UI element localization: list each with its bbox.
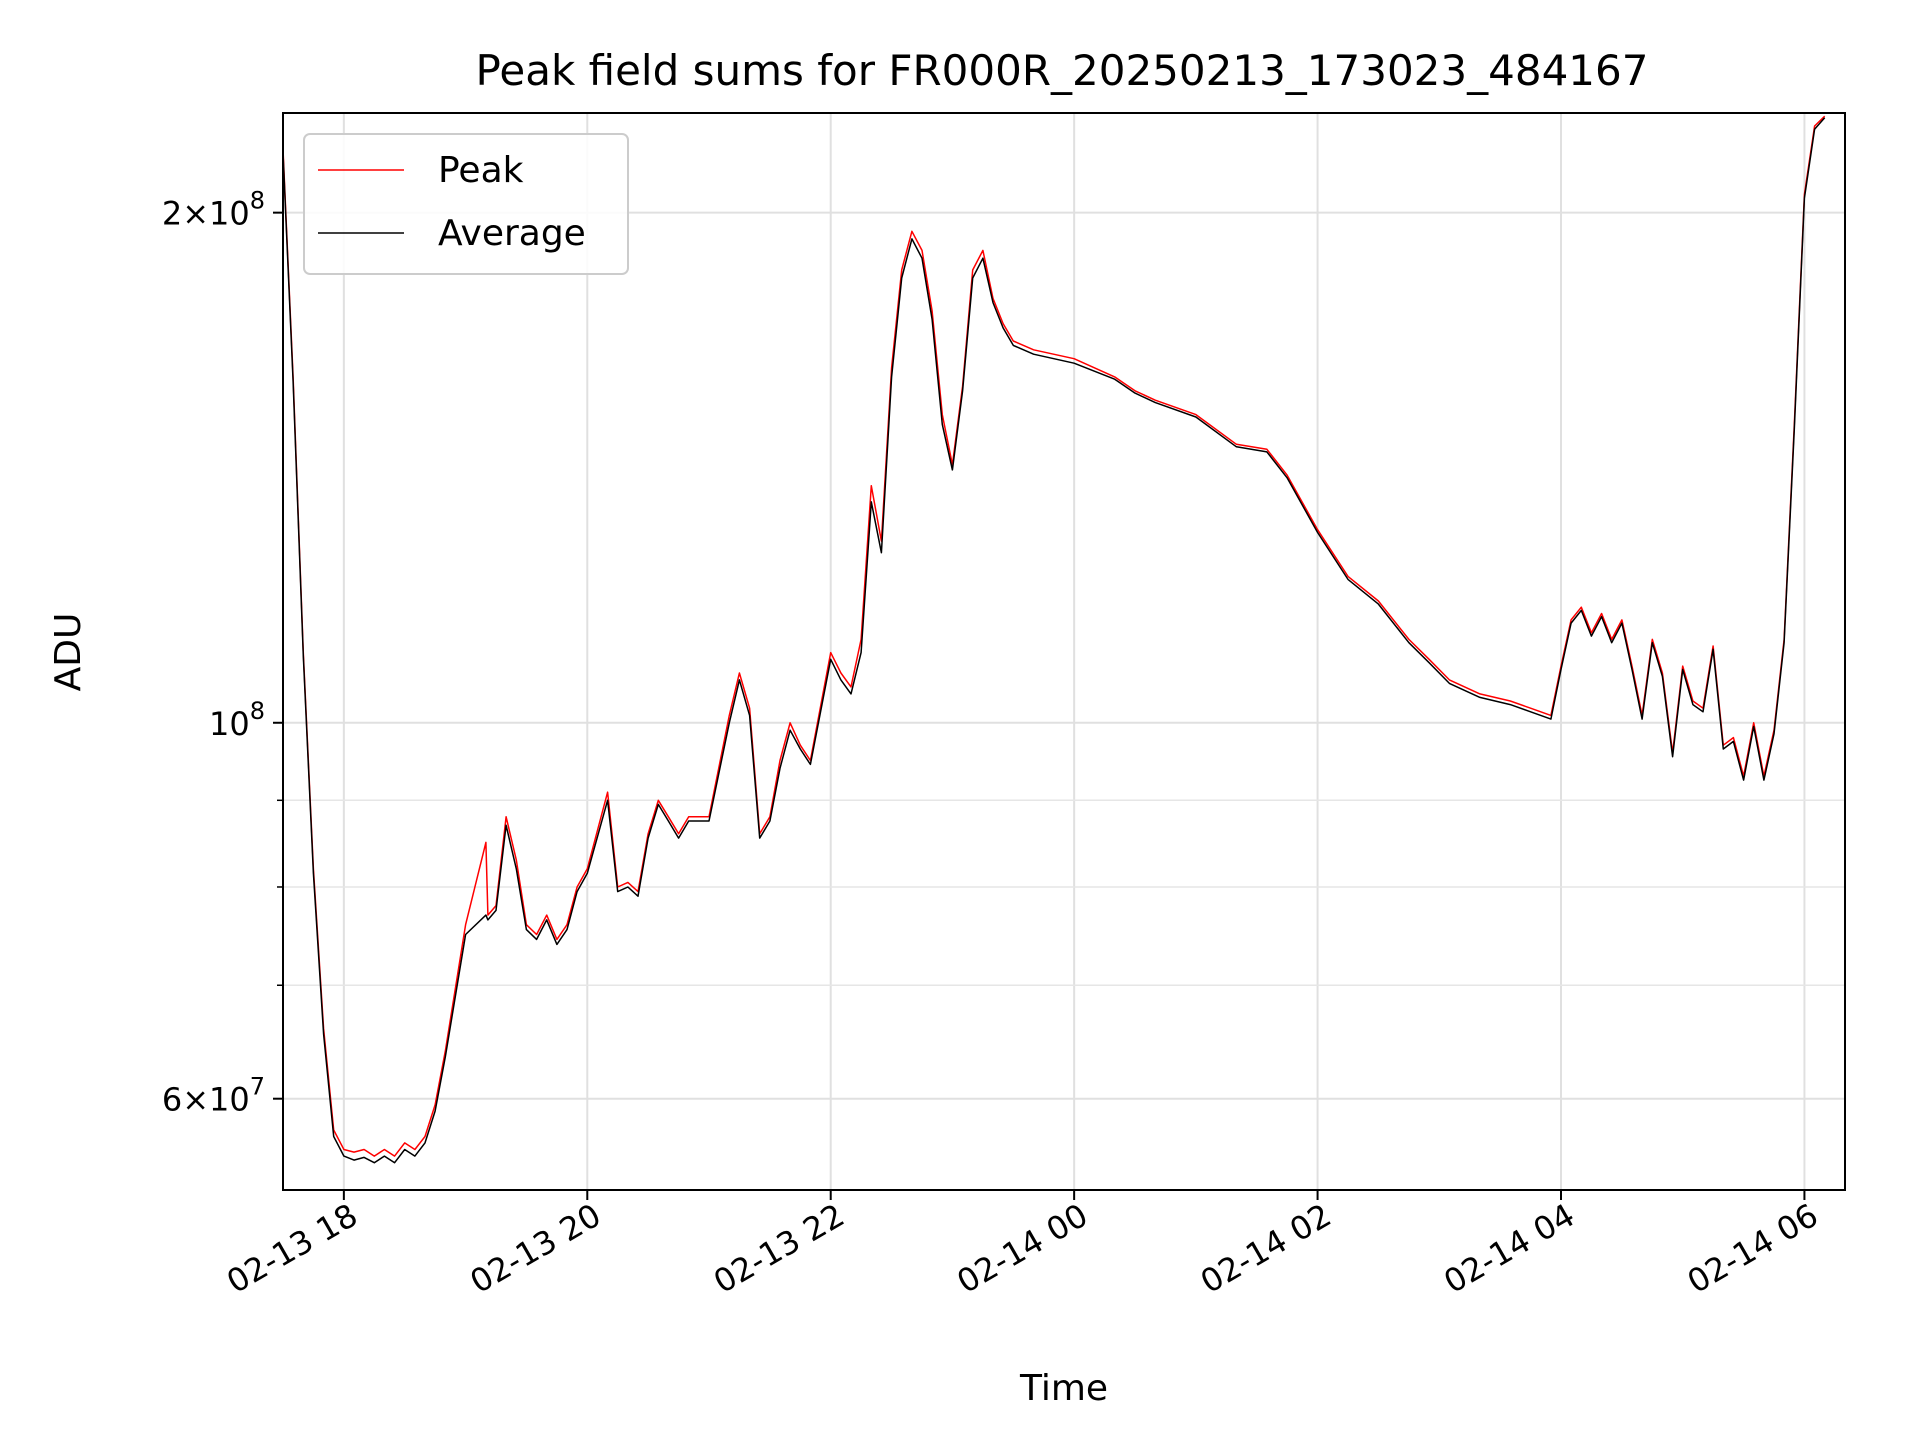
x-axis-label: Time [1019, 1368, 1108, 1409]
y-axis: 6×107 108 2×108 [162, 187, 283, 1119]
plot-frame [282, 112, 1846, 1191]
legend-label-peak: Peak [438, 150, 524, 191]
y-tick-label: 108 [209, 697, 265, 743]
legend: Peak Average [303, 133, 629, 275]
y-tick-label: 6×107 [162, 1073, 265, 1119]
y-axis-label: ADU [48, 613, 89, 692]
y-tick-label: 2×108 [162, 187, 265, 233]
series-layer [282, 115, 1826, 1164]
legend-label-average: Average [438, 213, 586, 254]
series-line-average [282, 117, 1826, 1164]
grid [283, 113, 1845, 1190]
chart-title: Peak field sums for FR000R_20250213_1730… [476, 46, 1649, 95]
legend-box [303, 133, 629, 275]
